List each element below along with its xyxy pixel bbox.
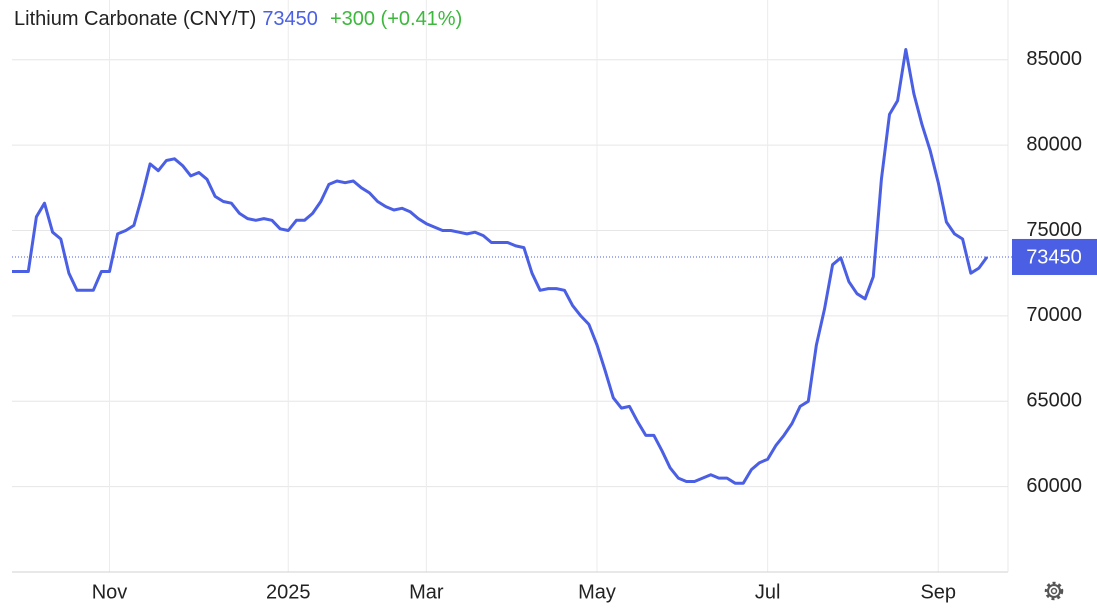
y-tick-label: 70000 [1026,304,1082,326]
last-price: 73450 [262,8,318,30]
x-tick-label: Sep [920,581,956,603]
y-tick-label: 80000 [1026,133,1082,155]
chart-title: Lithium Carbonate (CNY/T) 73450 +300 (+0.4… [14,8,462,30]
title: Lithium Carbonate (CNY/T) [14,8,256,30]
x-tick-label: May [578,581,616,603]
y-tick-label: 85000 [1026,48,1082,70]
x-tick-label: 2025 [266,581,311,603]
y-tick-label: 60000 [1026,475,1082,497]
price-line [12,48,989,485]
y-tick-label: 75000 [1026,219,1082,241]
price-change: +300 (+0.41%) [330,8,462,30]
settings-icon[interactable] [1044,581,1064,601]
price-tag [1012,238,1097,275]
x-tick-label: Jul [755,581,781,603]
x-tick-label: Nov [92,581,128,603]
x-tick-label: Mar [409,581,444,603]
y-tick-label: 65000 [1026,390,1082,412]
price-tag-label: 73450 [1026,246,1082,268]
